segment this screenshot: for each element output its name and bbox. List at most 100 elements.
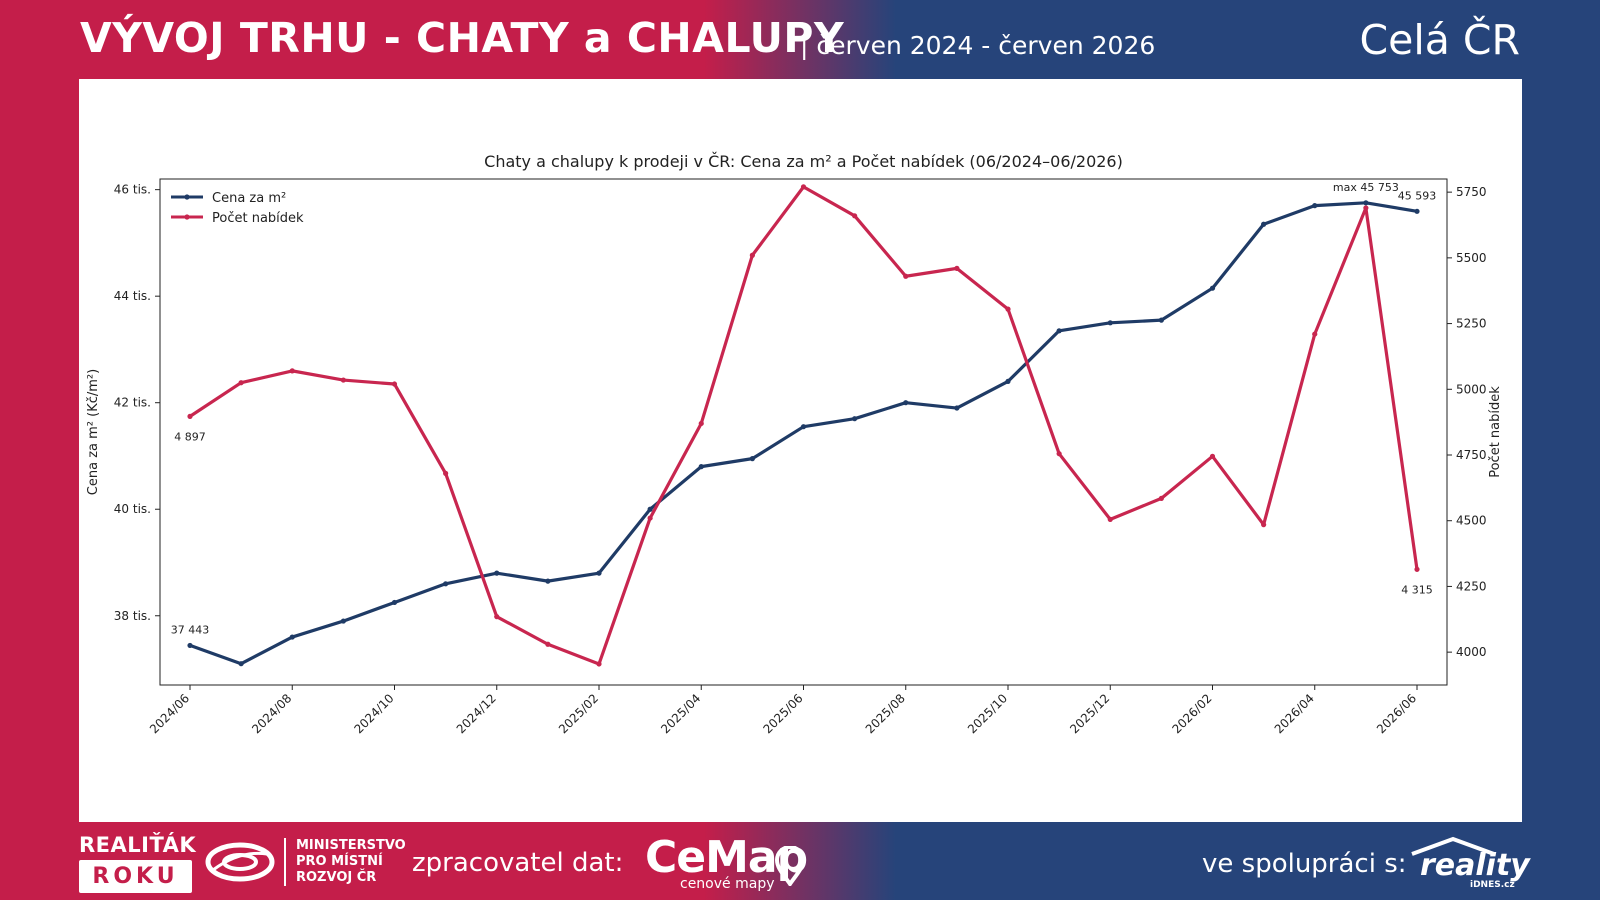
- cemap-subtitle: cenové mapy: [680, 876, 775, 892]
- data-point-price: [1363, 200, 1369, 206]
- y-right-tick-label: 5000: [1456, 382, 1487, 396]
- data-point-listings: [1056, 451, 1062, 457]
- x-tick-label: 2025/02: [556, 691, 601, 736]
- data-point-listings: [1005, 306, 1011, 312]
- data-point-listings: [596, 661, 602, 667]
- map-pin-icon: [775, 846, 805, 886]
- data-point-listings: [800, 184, 807, 190]
- y-right-tick-label: 4000: [1456, 645, 1487, 659]
- data-label: max 45 753: [1333, 181, 1399, 194]
- x-tick-label: 2024/10: [351, 691, 396, 736]
- data-point-listings: [1261, 522, 1267, 528]
- x-tick-label: 2026/06: [1374, 691, 1419, 736]
- data-label: 45 593: [1398, 189, 1437, 202]
- data-point-price: [647, 506, 653, 512]
- data-point-listings: [1312, 331, 1318, 337]
- legend-label: Počet nabídek: [212, 211, 304, 226]
- chart-title: Chaty a chalupy k prodeji v ČR: Cena za …: [484, 152, 1123, 171]
- data-point-price: [391, 599, 398, 606]
- y-right-tick-label: 5750: [1456, 185, 1487, 199]
- data-point-price: [1261, 221, 1267, 227]
- y-right-tick-label: 4250: [1456, 579, 1487, 593]
- x-tick-label: 2025/08: [863, 691, 908, 736]
- data-point-price: [852, 416, 858, 422]
- data-point-price: [340, 618, 346, 624]
- data-point-price: [238, 661, 244, 667]
- data-point-listings: [1209, 453, 1216, 459]
- data-point-listings: [749, 252, 755, 258]
- legend-marker: [184, 214, 190, 220]
- data-point-price: [187, 642, 193, 649]
- processor-label: zpracovatel dat:: [412, 848, 624, 878]
- data-point-listings: [1363, 205, 1369, 211]
- data-point-price: [494, 570, 500, 576]
- data-label: 4 897: [174, 430, 206, 443]
- y-right-tick-label: 5250: [1456, 317, 1487, 331]
- data-point-price: [698, 464, 704, 470]
- data-point-price: [1107, 320, 1113, 326]
- page-title: VÝVOJ TRHU - CHATY a CHALUPY: [80, 14, 845, 62]
- data-point-price: [443, 581, 449, 587]
- data-point-listings: [1414, 566, 1420, 572]
- y-left-tick-label: 40 tis.: [114, 502, 151, 516]
- y-left-tick-label: 46 tis.: [114, 183, 151, 197]
- page-subtitle: | červen 2024 - červen 2026: [800, 31, 1156, 60]
- data-point-price: [1005, 378, 1011, 384]
- chart: Chaty a chalupy k prodeji v ČR: Cena za …: [86, 152, 1503, 736]
- data-point-price: [800, 424, 807, 430]
- data-point-listings: [1158, 495, 1164, 501]
- y-right-axis-label: Počet nabídek: [1488, 386, 1503, 478]
- partner-logo: reality: [1420, 848, 1530, 883]
- data-point-listings: [340, 377, 346, 383]
- partner-logo-sub: iDNES.cz: [1470, 880, 1515, 890]
- data-point-listings: [545, 641, 551, 647]
- data-point-listings: [443, 470, 449, 476]
- data-point-listings: [238, 380, 244, 386]
- data-point-price: [749, 456, 755, 462]
- x-tick-label: 2025/10: [965, 691, 1010, 736]
- data-point-price: [903, 400, 909, 406]
- region-label: Celá ČR: [1359, 16, 1520, 64]
- award-title: REALIŤÁK: [79, 833, 197, 857]
- data-point-listings: [187, 413, 193, 419]
- data-label: 37 443: [171, 623, 210, 636]
- legend-label: Cena za m²: [212, 191, 286, 206]
- y-left-axis-label: Cena za m² (Kč/m²): [86, 369, 101, 495]
- house-roof-icon: [1411, 836, 1495, 856]
- ministry-logo-icon: [205, 842, 275, 882]
- data-point-price: [596, 570, 602, 576]
- data-point-listings: [852, 213, 858, 219]
- x-tick-label: 2025/12: [1067, 691, 1112, 736]
- header-band: VÝVOJ TRHU - CHATY a CHALUPY | červen 20…: [0, 0, 1600, 80]
- x-tick-label: 2026/02: [1169, 691, 1214, 736]
- ministry-name: MINISTERSTVO PRO MÍSTNÍ ROZVOJ ČR: [296, 838, 406, 885]
- data-point-listings: [391, 381, 398, 387]
- award-badge: ROKU: [79, 860, 192, 893]
- x-tick-label: 2026/04: [1272, 691, 1317, 736]
- data-point-price: [289, 634, 295, 640]
- ministry-divider: [284, 838, 286, 886]
- data-point-listings: [954, 265, 960, 271]
- x-tick-label: 2024/06: [147, 691, 192, 736]
- x-tick-label: 2024/12: [454, 691, 499, 736]
- y-right-tick-label: 5500: [1456, 251, 1487, 265]
- y-right-tick-label: 4750: [1456, 448, 1487, 462]
- x-tick-label: 2024/08: [249, 691, 294, 736]
- data-point-listings: [1107, 516, 1113, 522]
- data-point-price: [1209, 285, 1216, 291]
- data-point-listings: [647, 515, 653, 521]
- data-point-listings: [494, 614, 500, 620]
- series-line-price: [189, 201, 1418, 666]
- data-point-price: [1158, 317, 1164, 323]
- x-tick-label: 2025/04: [658, 691, 703, 736]
- data-point-price: [1312, 203, 1318, 209]
- y-left-tick-label: 42 tis.: [114, 396, 151, 410]
- partner-label: ve spolupráci s:: [1202, 849, 1407, 879]
- data-point-price: [1056, 328, 1062, 334]
- data-point-price: [954, 405, 960, 411]
- data-point-listings: [698, 420, 704, 427]
- data-point-price: [545, 578, 551, 584]
- data-point-price: [1414, 208, 1420, 214]
- data-label: 4 315: [1401, 583, 1433, 596]
- data-point-listings: [289, 368, 295, 374]
